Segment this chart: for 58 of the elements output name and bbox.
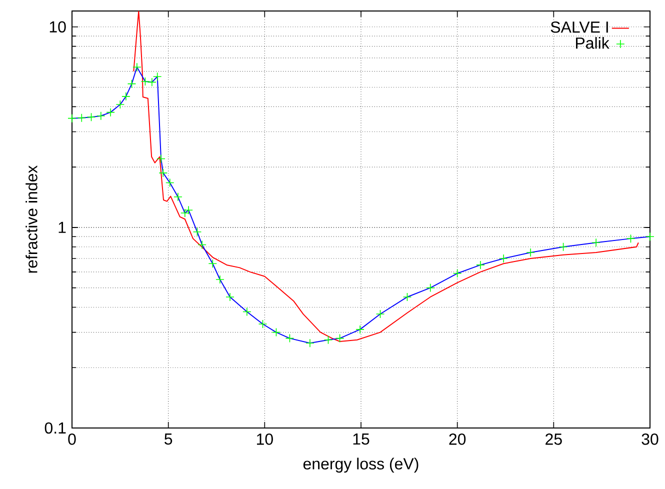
point	[242, 307, 252, 316]
line-series	[72, 66, 650, 344]
point	[116, 100, 125, 109]
point	[77, 113, 86, 122]
point	[152, 72, 162, 82]
line-series	[133, 10, 639, 342]
y-tick-label: 1	[58, 222, 66, 233]
point	[452, 268, 462, 278]
point	[402, 292, 412, 302]
point	[122, 92, 130, 101]
x-tick-label: 10	[256, 434, 273, 445]
point	[184, 206, 193, 215]
point	[306, 338, 314, 348]
x-tick-label: 25	[546, 434, 562, 445]
point	[335, 334, 344, 343]
y-axis-title: refractive index	[26, 165, 38, 273]
x-tick-label: 15	[353, 434, 370, 445]
point	[499, 254, 508, 263]
point	[272, 328, 281, 337]
x-tick-label: 0	[68, 434, 76, 445]
x-tick-label: 5	[164, 434, 172, 445]
point	[192, 227, 202, 236]
point	[258, 320, 268, 328]
point	[646, 232, 654, 242]
legend-label: SALVE I	[550, 21, 608, 33]
point	[158, 168, 168, 178]
point	[68, 114, 76, 123]
point	[96, 111, 106, 120]
point	[106, 108, 115, 117]
legend-label: Palik	[576, 37, 610, 49]
point	[626, 234, 636, 243]
point	[156, 154, 166, 164]
point	[558, 242, 568, 252]
point	[86, 112, 96, 122]
x-tick-label: 20	[449, 434, 466, 445]
point	[198, 240, 206, 250]
point	[426, 283, 435, 292]
point	[140, 77, 150, 86]
point	[208, 259, 218, 268]
y-tick-label: 10	[50, 21, 66, 33]
point	[526, 248, 535, 257]
point	[226, 292, 234, 302]
y-tick-label: 0.1	[44, 422, 66, 434]
point	[376, 310, 385, 318]
point	[165, 178, 174, 188]
point	[356, 325, 364, 334]
x-tick-label: 30	[642, 434, 658, 445]
point	[148, 78, 156, 87]
point	[285, 334, 294, 343]
point	[216, 275, 224, 284]
point	[324, 335, 333, 344]
point	[180, 208, 190, 218]
point	[476, 260, 485, 270]
point	[592, 238, 600, 248]
point	[127, 79, 136, 88]
x-axis-title: energy loss (eV)	[303, 458, 418, 473]
point	[132, 62, 142, 72]
point	[174, 192, 182, 202]
